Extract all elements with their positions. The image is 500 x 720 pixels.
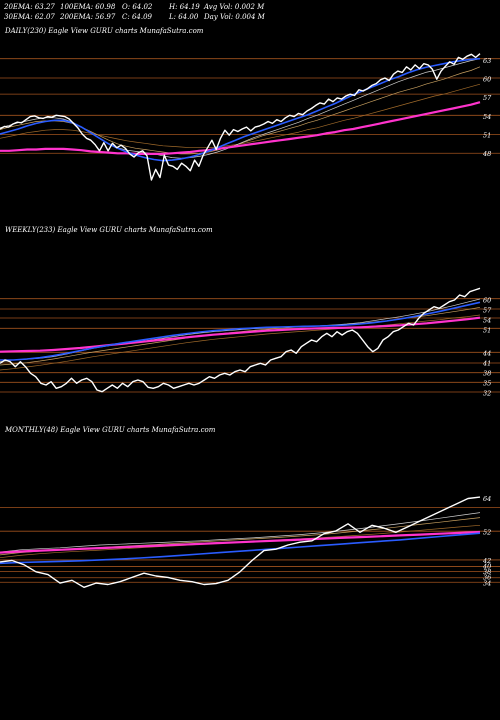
y-tick-label-5: 41 xyxy=(482,360,491,368)
y-tick-label-0: 63 xyxy=(483,57,491,65)
y-tick-label-0: 60 xyxy=(483,296,491,304)
y-tick-label-3: 40 xyxy=(482,562,491,570)
y-tick-label-1: 57 xyxy=(483,306,492,314)
ema20-readout: 20EMA: 63.27 xyxy=(4,3,55,11)
avg-volume-readout: Avg Vol: 0.002 M xyxy=(204,3,265,11)
y-tick-label-6: 38 xyxy=(483,370,491,378)
series-ema-blue xyxy=(0,57,481,162)
y-tick-label-1: 60 xyxy=(483,76,491,84)
y-tick-label-4: 51 xyxy=(483,132,491,140)
y-tick-label-4: 44 xyxy=(482,350,491,358)
y-tick-label-3: 51 xyxy=(483,326,491,334)
y-tick-label-7: 35 xyxy=(483,380,491,388)
series-ema-200 xyxy=(0,530,481,554)
header-row-1: 20EMA: 63.27 100EMA: 60.98 O: 64.02 H: 6… xyxy=(4,3,496,12)
y-tick-label-2: 57 xyxy=(483,94,492,102)
series-ema-200 xyxy=(0,101,481,155)
series-price xyxy=(0,496,481,588)
series-ema-blue xyxy=(0,532,481,565)
low-readout: L: 64.00 xyxy=(169,13,199,21)
series-ema-slow xyxy=(0,314,481,371)
y-tick-label-2: 42 xyxy=(482,557,491,565)
ema30-readout: 30EMA: 62.07 xyxy=(4,13,55,21)
day-volume-readout: Day Vol: 0.004 M xyxy=(204,13,265,21)
series-ema-blue xyxy=(0,301,481,361)
ema100-readout: 100EMA: 60.98 xyxy=(60,3,116,11)
daily-chart-title: DAILY(230) Eagle View GURU charts Munafa… xyxy=(5,27,204,35)
y-tick-label-4: 38 xyxy=(483,568,491,576)
series-ema-fast xyxy=(0,512,481,553)
series-price xyxy=(0,53,481,181)
series-ema-200 xyxy=(0,316,481,353)
y-tick-label-6: 34 xyxy=(483,579,491,587)
y-tick-label-8: 32 xyxy=(483,390,491,398)
y-tick-label-3: 54 xyxy=(483,113,491,121)
series-price xyxy=(0,287,481,393)
weekly-chart-title: WEEKLY(233) Eagle View GURU charts Munaf… xyxy=(5,226,213,234)
ema200-readout: 200EMA: 56.97 xyxy=(60,13,116,21)
y-tick-label-2: 54 xyxy=(483,316,491,324)
open-readout: O: 64.02 xyxy=(122,3,153,11)
y-tick-label-5: 36 xyxy=(483,574,491,582)
high-readout: H: 64.19 xyxy=(169,3,200,11)
y-tick-label-0: 64 xyxy=(483,495,491,503)
header-row-2: 30EMA: 62.07 200EMA: 56.97 C: 64.09 L: 6… xyxy=(4,13,496,22)
y-tick-label-1: 52 xyxy=(483,529,491,537)
y-tick-label-5: 48 xyxy=(482,150,491,158)
monthly-chart-title: MONTHLY(48) Eagle View GURU charts Munaf… xyxy=(5,426,216,434)
close-readout: C: 64.09 xyxy=(122,13,152,21)
